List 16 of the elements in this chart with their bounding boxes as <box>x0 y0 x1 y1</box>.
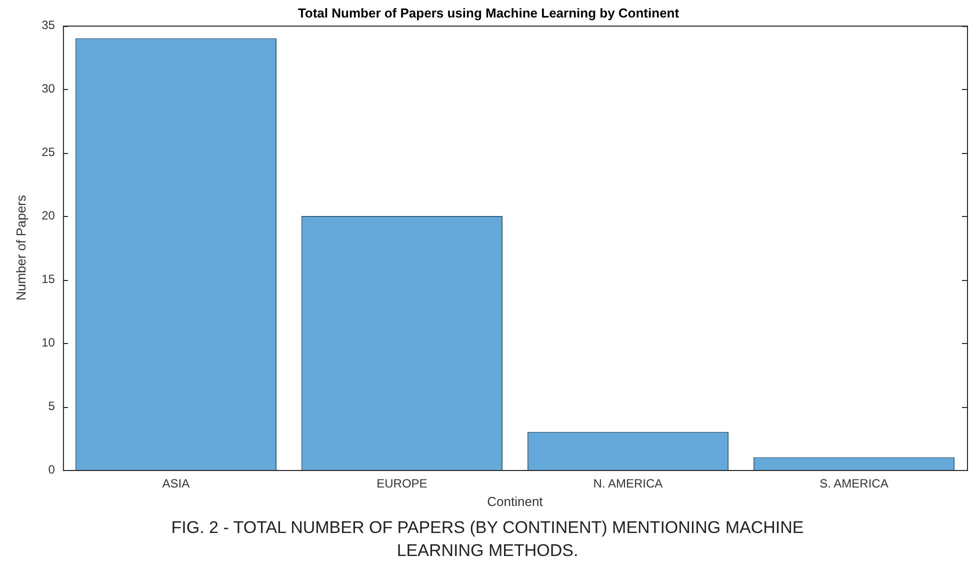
caption: FIG. 2 - TOTAL NUMBER OF PAPERS (BY CONTINENT) MENTIONING MACHINE LEARNING METHODS. <box>170 517 805 562</box>
x-tick-label: EUROPE <box>376 476 428 491</box>
x-tick-label: S. AMERICA <box>820 476 888 491</box>
y-tick-label: 5 <box>48 398 56 413</box>
x-tick-label: N. AMERICA <box>593 476 663 491</box>
y-tick-label: 0 <box>48 462 56 476</box>
y-tick-label: 35 <box>42 18 56 32</box>
y-tick-label: 15 <box>42 272 56 286</box>
y-axis-title: Number of Papers <box>13 194 28 301</box>
y-tick-label: 30 <box>42 81 56 96</box>
x-tick-label: ASIA <box>162 476 190 491</box>
y-tick-label: 10 <box>42 335 56 350</box>
y-tick-label: 25 <box>42 144 56 159</box>
chart-title: Total Number of Papers using Machine Learning by Continent <box>298 5 680 20</box>
y-tick-label: 20 <box>42 208 56 222</box>
x-axis-title: Continent <box>487 494 544 509</box>
